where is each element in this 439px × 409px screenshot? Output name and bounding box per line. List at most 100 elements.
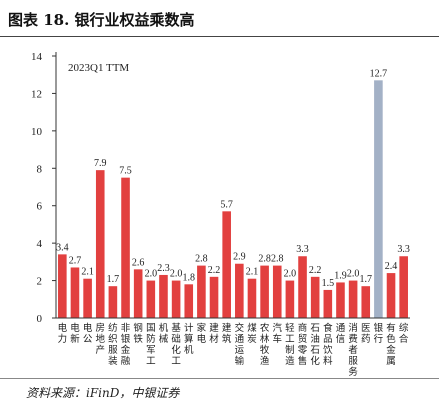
y-tick-label: 0 [37,313,43,325]
bar-8 [159,274,168,318]
value-label-4: 1.7 [107,274,120,285]
value-label-9: 2.0 [170,269,183,280]
category-label-5: 非银金融 [121,322,131,367]
value-label-16: 2.8 [258,254,271,265]
category-label-3: 房地产 [95,322,105,356]
value-label-3: 7.9 [94,158,107,169]
value-label-21: 1.5 [322,278,335,289]
bar-6 [133,269,143,318]
value-label-23: 2.0 [347,269,360,280]
category-label-23: 消费者服务 [348,322,358,378]
y-tick-label: 2 [37,276,43,288]
y-tick-label: 14 [31,51,43,63]
category-label-16: 农林牧渔 [260,322,270,367]
chart-annotation: 2023Q1 TTM [68,62,129,74]
source-rule [0,378,439,379]
bar-18 [285,280,295,318]
title-rule [0,36,439,37]
value-label-18: 2.0 [284,269,297,280]
bar-3 [95,170,105,318]
value-label-10: 1.8 [183,272,196,283]
category-label-20: 石油石化 [310,323,320,367]
value-label-11: 2.8 [195,254,208,265]
bar-19 [298,256,307,318]
y-axis: 0 2 4 6 8 10 12 14 [31,51,57,325]
value-label-27: 3.3 [397,244,410,255]
bar-23 [348,280,358,318]
category-label-18: 轻工制造 [285,322,295,367]
bar-12 [209,276,219,318]
bar-24 [361,286,371,318]
value-label-20: 2.2 [309,265,322,276]
category-label-21: 食品饮料 [323,322,333,367]
bar-11 [197,265,206,318]
value-label-24: 1.7 [360,274,373,285]
category-label-13: 建筑 [222,322,232,345]
y-tick-label: 6 [37,201,43,213]
category-label-0: 电力 [58,322,68,345]
value-label-6: 2.6 [132,257,145,268]
category-label-4: 纺织服装 [108,322,118,367]
bar-5 [121,177,130,318]
category-label-19: 商贸零售 [298,322,308,367]
bar-0 [58,254,67,318]
bar-16 [260,265,269,318]
category-label-25: 银行 [374,322,384,345]
bar-20 [310,276,320,318]
category-label-11: 家电 [197,322,207,345]
category-label-7: 国防军工 [146,323,156,367]
bar-1 [70,267,80,318]
category-label-8: 机械 [159,322,169,345]
bar-27 [399,256,408,318]
y-tick-label: 8 [37,163,43,175]
y-tick-label: 4 [37,238,43,250]
bar-14 [235,263,244,318]
bar-15 [247,278,257,318]
category-label-14: 交通运输 [235,322,245,367]
bar-26 [386,273,396,318]
category-label-10: 计算机 [184,322,194,356]
bar-9 [171,280,181,318]
category-label-26: 有色金属 [386,322,396,367]
category-label-1: 电新 [70,322,80,345]
value-label-19: 3.3 [296,244,309,255]
value-label-14: 2.9 [233,252,246,263]
value-label-13: 5.7 [220,199,233,210]
chart-title: 图表 18. 银行业权益乘数高 [8,11,195,29]
category-label-17: 汽车 [272,322,282,345]
value-label-25: 12.7 [370,68,388,79]
value-label-8: 2.3 [157,263,170,274]
bar-13 [222,211,231,318]
value-label-7: 2.0 [145,269,158,280]
value-label-1: 2.7 [69,255,82,266]
category-label-9: 基础化工 [171,322,181,367]
category-label-27: 综合 [399,322,409,345]
category-label-24: 医药 [361,323,371,345]
bar-17 [272,265,282,318]
bar-22 [336,282,345,318]
value-label-0: 3.4 [56,242,69,253]
y-tick-label: 10 [31,126,43,138]
bar-2 [83,278,92,318]
value-label-2: 2.1 [81,267,94,278]
x-axis: 电力电新电公房地产纺织服装非银金融钢铁国防军工机械基础化工计算机家电建材建筑交通… [56,317,410,378]
value-label-15: 2.1 [246,267,259,278]
category-label-6: 钢铁 [133,322,143,345]
bar-10 [184,284,194,318]
bars-group [58,80,408,318]
bar-21 [323,289,333,318]
bar-7 [146,280,156,318]
value-label-22: 1.9 [334,270,347,281]
value-label-17: 2.8 [271,254,284,265]
bar-4 [108,286,118,318]
value-label-26: 2.4 [385,261,398,272]
y-tick-label: 12 [31,88,42,100]
category-label-22: 通信 [336,323,346,345]
category-label-12: 建材 [209,322,219,345]
value-label-12: 2.2 [208,265,221,276]
bar-25 [374,80,383,318]
value-label-5: 7.5 [119,166,132,177]
source-note: 资料来源：iFinD，中银证券 [26,386,180,400]
category-label-15: 煤炭 [247,322,257,345]
